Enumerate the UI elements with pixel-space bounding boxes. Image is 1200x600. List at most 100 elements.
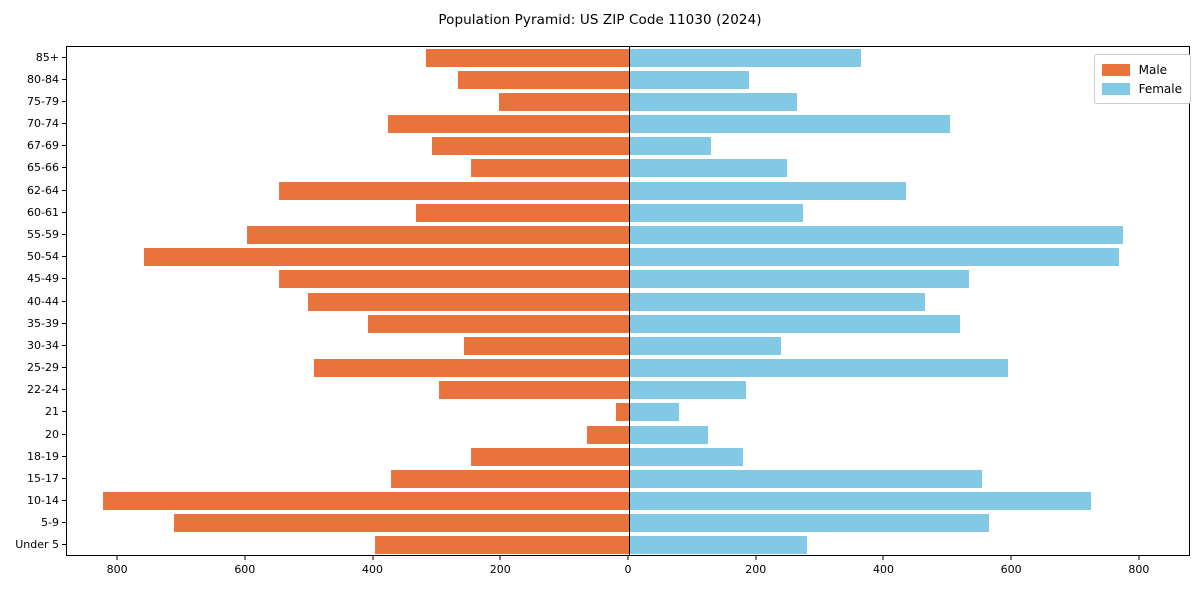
bar-female bbox=[629, 492, 1091, 511]
y-axis-tick-label: 21 bbox=[45, 405, 59, 419]
x-axis-tick: 800 bbox=[1128, 556, 1149, 576]
y-axis-tick: 21 bbox=[0, 400, 66, 423]
x-axis-tick: 600 bbox=[1001, 556, 1022, 576]
y-axis-tick: 70-74 bbox=[0, 112, 66, 135]
y-axis-tick-mark bbox=[62, 477, 66, 479]
y-axis-tick-label: 45-49 bbox=[27, 272, 59, 286]
y-axis-tick: 80-84 bbox=[0, 68, 66, 91]
legend-label: Female bbox=[1138, 81, 1182, 96]
bar-row bbox=[67, 534, 1189, 555]
bar-row bbox=[67, 113, 1189, 136]
bar-row bbox=[67, 180, 1189, 203]
bar-male bbox=[457, 70, 629, 89]
y-axis-tick-label: 70-74 bbox=[27, 117, 59, 131]
x-axis-tick-mark bbox=[1138, 556, 1140, 560]
x-axis-tick: 200 bbox=[745, 556, 766, 576]
y-axis-tick: Under 5 bbox=[0, 533, 66, 556]
bar-female bbox=[629, 225, 1123, 244]
bar-row bbox=[67, 268, 1189, 291]
bar-male bbox=[387, 115, 629, 134]
bar-female bbox=[629, 447, 743, 466]
x-axis-tick-mark bbox=[755, 556, 757, 560]
bar-female bbox=[629, 70, 750, 89]
bar-female bbox=[629, 403, 679, 422]
bar-female bbox=[629, 181, 906, 200]
bar-row bbox=[67, 47, 1189, 70]
y-axis-tick-label: 15-17 bbox=[27, 471, 59, 485]
y-axis-tick-mark bbox=[62, 123, 66, 125]
x-axis-tick: 800 bbox=[107, 556, 128, 576]
bar-row bbox=[67, 246, 1189, 269]
y-axis-tick-label: Under 5 bbox=[15, 538, 59, 552]
bar-row bbox=[67, 291, 1189, 314]
y-axis-tick: 60-61 bbox=[0, 201, 66, 224]
y-axis-tick-label: 20 bbox=[45, 427, 59, 441]
y-axis-tick-label: 85+ bbox=[35, 50, 59, 64]
bar-female bbox=[629, 381, 746, 400]
bar-male bbox=[307, 292, 629, 311]
bar-row bbox=[67, 335, 1189, 358]
x-axis-tick-label: 400 bbox=[362, 563, 384, 576]
y-axis-tick: 5-9 bbox=[0, 511, 66, 534]
bar-male bbox=[432, 137, 629, 156]
bar-female bbox=[629, 314, 960, 333]
bar-row bbox=[67, 379, 1189, 402]
bar-row bbox=[67, 91, 1189, 114]
y-axis-tick-label: 5-9 bbox=[41, 516, 59, 530]
y-axis-tick-mark bbox=[62, 233, 66, 235]
bar-row bbox=[67, 69, 1189, 92]
legend-item: Male bbox=[1101, 60, 1182, 79]
bar-row bbox=[67, 202, 1189, 225]
x-axis-tick: 400 bbox=[873, 556, 894, 576]
y-axis-tick: 15-17 bbox=[0, 467, 66, 490]
bar-female bbox=[629, 92, 797, 111]
x-axis-tick-label: 600 bbox=[1000, 563, 1022, 576]
y-axis-tick-label: 62-64 bbox=[27, 183, 59, 197]
bar-female bbox=[629, 159, 788, 178]
y-axis-tick-mark bbox=[62, 256, 66, 258]
x-axis-tick: 400 bbox=[362, 556, 383, 576]
y-axis-tick-label: 25-29 bbox=[27, 361, 59, 375]
bar-male bbox=[143, 248, 629, 267]
bar-row bbox=[67, 490, 1189, 513]
bar-male bbox=[374, 536, 629, 555]
bar-male bbox=[616, 403, 629, 422]
y-axis-tick: 50-54 bbox=[0, 245, 66, 268]
y-axis-tick: 67-69 bbox=[0, 134, 66, 157]
bar-male bbox=[499, 92, 629, 111]
bar-female bbox=[629, 536, 807, 555]
y-axis-tick-mark bbox=[62, 367, 66, 369]
y-axis-tick-mark bbox=[62, 78, 66, 80]
y-axis-tick-label: 40-44 bbox=[27, 294, 59, 308]
y-axis-tick: 45-49 bbox=[0, 267, 66, 290]
x-axis-tick: 0 bbox=[625, 556, 632, 576]
y-axis-tick: 10-14 bbox=[0, 489, 66, 512]
bar-female bbox=[629, 248, 1120, 267]
x-axis-tick-label: 800 bbox=[106, 563, 128, 576]
y-axis: 85+ 80-84 75-79 70-74 67-69 65-66 62-64 60-61 55… bbox=[0, 46, 66, 556]
y-axis-tick-label: 75-79 bbox=[27, 94, 59, 108]
x-axis-tick-mark bbox=[244, 556, 246, 560]
y-axis-tick-mark bbox=[62, 433, 66, 435]
y-axis-tick-label: 55-59 bbox=[27, 227, 59, 241]
bar-row bbox=[67, 157, 1189, 180]
bar-male bbox=[470, 159, 629, 178]
y-axis-tick-mark bbox=[62, 300, 66, 302]
bar-male bbox=[103, 492, 629, 511]
y-axis-tick-label: 10-14 bbox=[27, 494, 59, 508]
x-axis-tick-label: 0 bbox=[624, 563, 632, 576]
bar-female bbox=[629, 203, 804, 222]
bar-male bbox=[279, 181, 629, 200]
bar-male bbox=[173, 514, 629, 533]
bar-row bbox=[67, 512, 1189, 535]
bar-female bbox=[629, 359, 1008, 378]
y-axis-tick: 65-66 bbox=[0, 156, 66, 179]
y-axis-tick-mark bbox=[62, 211, 66, 213]
y-axis-tick-label: 65-66 bbox=[27, 161, 59, 175]
bar-female bbox=[629, 514, 989, 533]
y-axis-tick-mark bbox=[62, 167, 66, 169]
y-axis-tick: 40-44 bbox=[0, 290, 66, 313]
y-axis-tick-mark bbox=[62, 56, 66, 58]
x-axis-tick-mark bbox=[116, 556, 118, 560]
